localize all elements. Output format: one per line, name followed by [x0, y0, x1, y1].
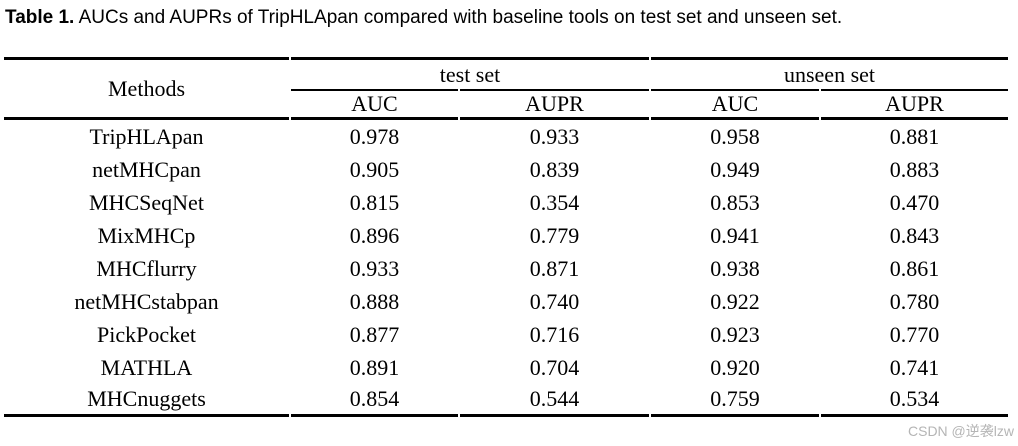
method-cell: netMHCstabpan — [74, 288, 219, 314]
method-cell: TripHLApan — [89, 123, 204, 149]
value-cell: 0.470 — [889, 189, 940, 215]
method-cell: MHCnuggets — [4, 384, 289, 417]
value-cell: 0.354 — [529, 189, 580, 215]
caption-label: Table 1. — [5, 7, 75, 28]
table-row: MixMHCp 0.896 0.779 0.941 0.843 — [4, 219, 1008, 252]
method-cell: MHCflurry — [96, 255, 197, 281]
value-cell: 0.905 — [349, 156, 400, 182]
table-body: TripHLApan 0.978 0.933 0.958 0.881 netMH… — [4, 120, 1008, 417]
value-cell: 0.815 — [349, 189, 400, 215]
value-cell: 0.922 — [710, 288, 760, 314]
group-header-row: Methods test set unseen set — [4, 57, 1008, 120]
table-row: TripHLApan 0.978 0.933 0.958 0.881 — [4, 120, 1008, 153]
value-cell: 0.949 — [710, 156, 760, 182]
method-cell: MHCSeqNet — [89, 189, 204, 215]
method-cell: netMHCpan — [92, 156, 201, 182]
method-cell: MixMHCp — [97, 222, 196, 248]
method-cell: PickPocket — [97, 321, 196, 347]
value-cell: 0.759 — [651, 384, 819, 417]
value-cell: 0.704 — [529, 354, 580, 380]
value-cell: 0.877 — [349, 321, 400, 347]
value-cell: 0.843 — [889, 222, 940, 248]
value-cell: 0.861 — [889, 255, 940, 281]
value-cell: 0.779 — [529, 222, 580, 248]
column-header-aupr-test: AUPR — [460, 89, 649, 120]
value-cell: 0.881 — [889, 123, 940, 149]
value-cell: 0.740 — [529, 288, 580, 314]
value-cell: 0.770 — [889, 321, 940, 347]
table-row: MATHLA 0.891 0.704 0.920 0.741 — [4, 351, 1008, 384]
value-cell: 0.933 — [349, 255, 400, 281]
column-header-aupr-unseen: AUPR — [821, 89, 1008, 120]
column-header-auc-unseen: AUC — [651, 89, 819, 120]
watermark: CSDN @逆袭lzw — [908, 423, 1014, 439]
value-cell: 0.716 — [529, 321, 580, 347]
value-cell: 0.920 — [710, 354, 760, 380]
value-cell: 0.978 — [349, 123, 400, 149]
table-row: netMHCpan 0.905 0.839 0.949 0.883 — [4, 153, 1008, 186]
results-table: Methods test set unseen set AUC AUPR AUC… — [2, 57, 1010, 417]
table-caption: Table 1. AUCs and AUPRs of TripHLApan co… — [5, 6, 842, 30]
value-cell: 0.544 — [460, 384, 649, 417]
value-cell: 0.854 — [291, 384, 458, 417]
table-row: MHCnuggets 0.854 0.544 0.759 0.534 — [4, 384, 1008, 417]
caption-text: AUCs and AUPRs of TripHLApan compared wi… — [74, 7, 843, 28]
value-cell: 0.933 — [529, 123, 580, 149]
value-cell: 0.923 — [710, 321, 760, 347]
value-cell: 0.938 — [710, 255, 760, 281]
value-cell: 0.891 — [349, 354, 400, 380]
value-cell: 0.839 — [529, 156, 580, 182]
table-row: PickPocket 0.877 0.716 0.923 0.770 — [4, 318, 1008, 351]
table-row: netMHCstabpan 0.888 0.740 0.922 0.780 — [4, 285, 1008, 318]
sub-header-row: AUC AUPR AUC AUPR — [4, 89, 1008, 120]
method-cell: MATHLA — [100, 354, 193, 380]
value-cell: 0.534 — [821, 384, 1008, 417]
value-cell: 0.871 — [529, 255, 580, 281]
table-header: Methods test set unseen set AUC AUPR AUC… — [4, 57, 1008, 120]
value-cell: 0.780 — [889, 288, 940, 314]
value-cell: 0.958 — [710, 123, 760, 149]
column-header-auc-test: AUC — [291, 89, 458, 120]
value-cell: 0.853 — [710, 189, 760, 215]
value-cell: 0.888 — [349, 288, 400, 314]
table-row: MHCSeqNet 0.815 0.354 0.853 0.470 — [4, 186, 1008, 219]
group-header-unseen-set: unseen set — [651, 57, 1008, 89]
table-row: MHCflurry 0.933 0.871 0.938 0.861 — [4, 252, 1008, 285]
value-cell: 0.741 — [889, 354, 940, 380]
value-cell: 0.883 — [889, 156, 940, 182]
column-header-methods: Methods — [4, 57, 289, 120]
value-cell: 0.896 — [349, 222, 400, 248]
group-header-test-set: test set — [291, 57, 649, 89]
value-cell: 0.941 — [710, 222, 760, 248]
